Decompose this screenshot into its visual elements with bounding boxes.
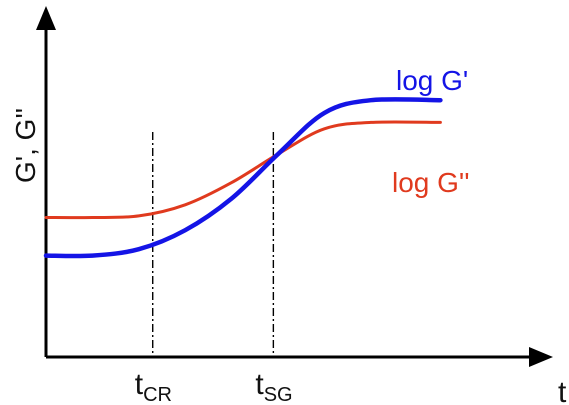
series-line-log-gprime: [43, 97, 443, 259]
x-axis-label: t: [558, 376, 567, 405]
y-axis-arrow: [36, 6, 56, 30]
series-label-log-gdoubleprime: log G'': [392, 167, 470, 198]
y-axis-label: G', G'': [10, 108, 41, 183]
marker-label-sg: tSG: [255, 368, 292, 405]
series-label-log-gprime: log G': [396, 65, 468, 96]
curves: [43, 97, 443, 259]
marker-label-cr: tCR: [135, 368, 172, 405]
x-markers: tCR tSG: [135, 132, 293, 405]
x-axis-arrow: [529, 347, 553, 367]
series-line-log-gdoubleprime: [44, 120, 442, 220]
